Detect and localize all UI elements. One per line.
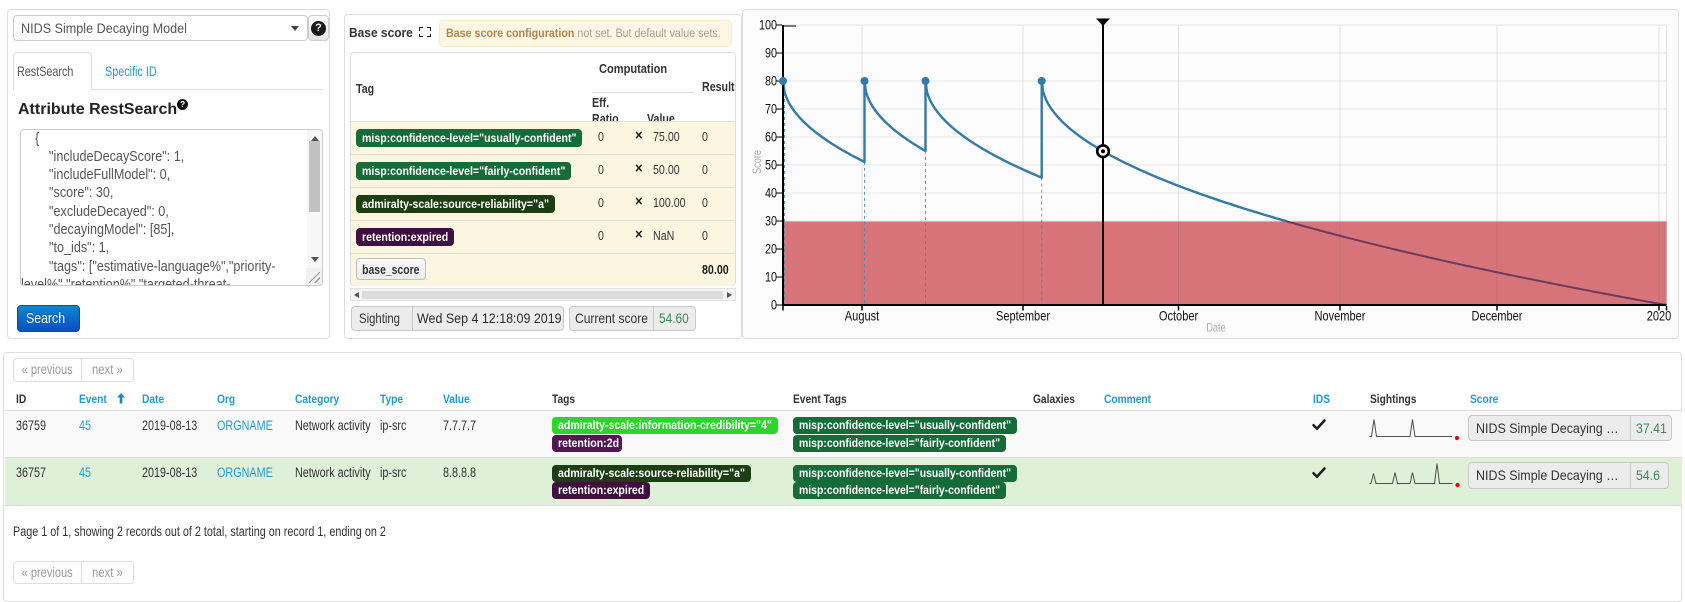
- svg-text:40: 40: [765, 185, 777, 200]
- svg-text:November: November: [1314, 308, 1365, 323]
- svg-text:2020: 2020: [1647, 308, 1672, 323]
- svg-text:70: 70: [765, 101, 777, 116]
- svg-text:60: 60: [765, 129, 777, 144]
- svg-text:30: 30: [765, 213, 777, 228]
- svg-text:50: 50: [765, 157, 777, 172]
- svg-text:100: 100: [759, 17, 777, 32]
- svg-text:August: August: [845, 308, 880, 323]
- svg-text:10: 10: [765, 269, 777, 284]
- svg-text:October: October: [1159, 308, 1198, 323]
- svg-text:December: December: [1471, 308, 1522, 323]
- svg-text:20: 20: [765, 241, 777, 256]
- svg-text:90: 90: [765, 45, 777, 60]
- svg-text:0: 0: [771, 297, 777, 312]
- svg-text:September: September: [996, 308, 1050, 323]
- svg-text:Score: Score: [752, 150, 764, 174]
- svg-text:80: 80: [765, 73, 777, 88]
- svg-text:Date: Date: [1206, 323, 1226, 335]
